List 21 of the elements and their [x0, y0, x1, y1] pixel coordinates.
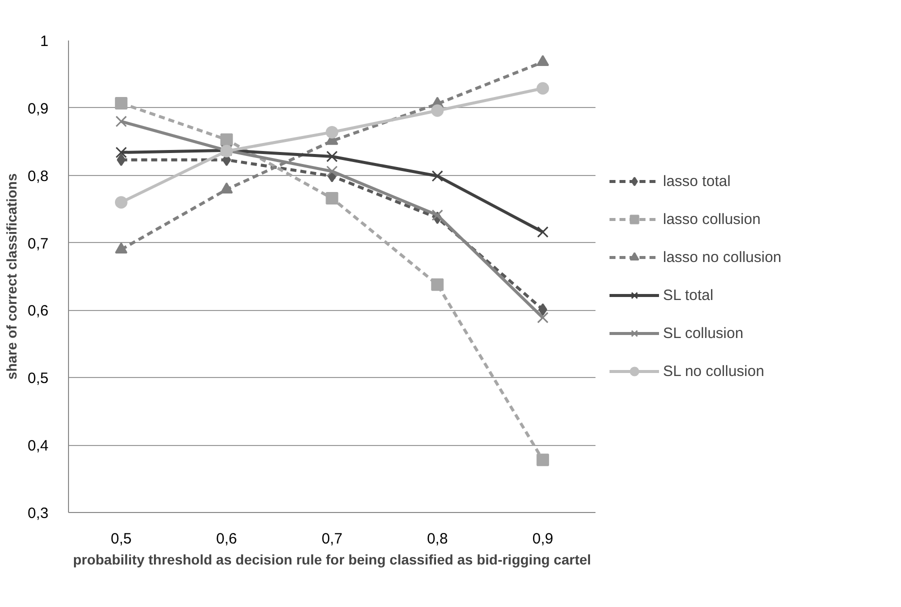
- legend-label: lasso total: [663, 172, 731, 190]
- y-tick-label: 0,3: [28, 505, 49, 522]
- x-axis-title: probability threshold as decision rule for being classified as bid-rigging cartel: [72, 552, 592, 568]
- legend-label: SL collusion: [663, 324, 744, 342]
- x-tick-label: 0,7: [322, 530, 342, 548]
- y-tick-label: 0,6: [28, 302, 49, 320]
- y-tick-label: 0,7: [28, 235, 49, 252]
- x-tick-label: 0,8: [426, 530, 448, 548]
- legend-label: lasso no collusion: [663, 248, 782, 266]
- y-tick-label: 0,9: [28, 100, 49, 118]
- y-tick-label: 0,8: [28, 168, 49, 185]
- x-tick-label: 0,9: [532, 530, 554, 548]
- y-axis-title: share of correct classifications: [4, 173, 20, 380]
- y-tick-label: 1: [40, 33, 48, 50]
- legend-label: lasso collusion: [663, 210, 761, 228]
- x-tick-label: 0,6: [216, 530, 238, 548]
- legend-label: SL no collusion: [663, 362, 764, 380]
- y-tick-label: 0,5: [28, 370, 49, 388]
- y-tick-label: 0,4: [28, 438, 49, 455]
- x-tick-label: 0,5: [110, 530, 132, 548]
- legend-label: SL total: [663, 286, 714, 304]
